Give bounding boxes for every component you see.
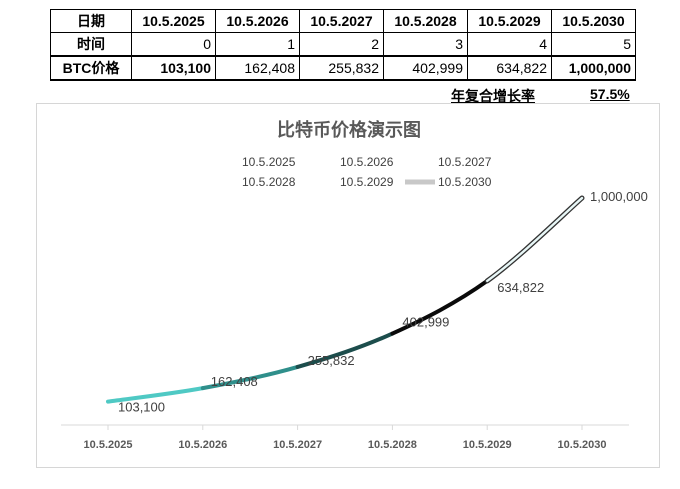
x-axis: 10.5.2025 10.5.2026 10.5.2027 10.5.2028 10.5… [61,424,629,451]
x-tick-label: 10.5.2026 [178,439,227,451]
date-cell: 10.5.2026 [215,9,300,33]
table-row-prices: BTC价格 103,100 162,408 255,832 402,999 63… [50,55,636,81]
time-cell: 4 [467,32,552,57]
legend-label: 10.5.2030 [438,175,492,189]
data-label: 255,832 [308,353,355,368]
price-cell: 1,000,000 [551,55,636,81]
chart-area: 比特币价格演示图 10.5.2025 10.5.2026 10.5.2027 10.5… [36,103,660,468]
time-cell: 5 [551,32,636,57]
x-tick-label: 10.5.2025 [84,439,133,451]
cagr-label: 年复合增长率 [451,88,535,104]
price-cell: 255,832 [299,55,384,81]
legend-label: 10.5.2028 [242,175,296,189]
chart-title: 比特币价格演示图 [277,119,421,140]
series-segment [390,278,490,336]
series-line [106,195,585,404]
time-cell: 1 [215,32,300,57]
chart-legend: 10.5.2025 10.5.2026 10.5.2027 10.5.2028 10.5… [207,155,492,189]
series-segment [106,386,205,404]
x-tick-label: 10.5.2028 [368,439,417,451]
series-segment-inner [486,196,584,283]
time-cell: 2 [299,32,384,57]
price-cell: 402,999 [383,55,468,81]
data-labels: 103,100 162,408 255,832 402,999 634,822 1,000… [118,189,648,415]
data-label: 1,000,000 [590,189,648,204]
date-cell: 10.5.2028 [383,9,468,33]
price-cell: 634,822 [467,55,552,81]
data-label: 103,100 [118,400,165,415]
time-cell: 3 [383,32,468,57]
x-tick-label: 10.5.2030 [558,439,607,451]
legend-label: 10.5.2029 [340,175,394,189]
legend-label: 10.5.2025 [242,155,296,169]
time-cell: 0 [131,32,216,57]
date-cell: 10.5.2025 [131,9,216,33]
row-header-date: 日期 [50,9,132,33]
table-row-times: 时间 0 1 2 3 4 5 [50,32,636,57]
date-cell: 10.5.2029 [467,9,552,33]
data-label: 162,408 [211,374,258,389]
row-header-time: 时间 [50,32,132,57]
series-segment [200,364,300,391]
series-segment [295,331,395,369]
x-tick-label: 10.5.2027 [273,439,322,451]
price-cell: 162,408 [215,55,300,81]
price-line-chart: 比特币价格演示图 10.5.2025 10.5.2026 10.5.202710.5… [61,119,648,451]
price-cell: 103,100 [131,55,216,81]
row-header-price: BTC价格 [50,55,132,81]
date-cell: 10.5.2027 [299,9,384,33]
table-row-dates: 日期 10.5.2025 10.5.2026 10.5.2027 10.5.20… [50,9,636,33]
cagr-value: 57.5% [590,86,630,102]
x-tick-label: 10.5.2029 [463,439,512,451]
price-table: 日期 10.5.2025 10.5.2026 10.5.2027 10.5.20… [50,9,636,81]
date-cell: 10.5.2030 [551,9,636,33]
legend-label: 10.5.2026 [340,155,394,169]
data-label: 634,822 [497,280,544,295]
legend-label: 10.5.2027 [438,155,492,169]
data-label: 402,999 [402,315,449,330]
